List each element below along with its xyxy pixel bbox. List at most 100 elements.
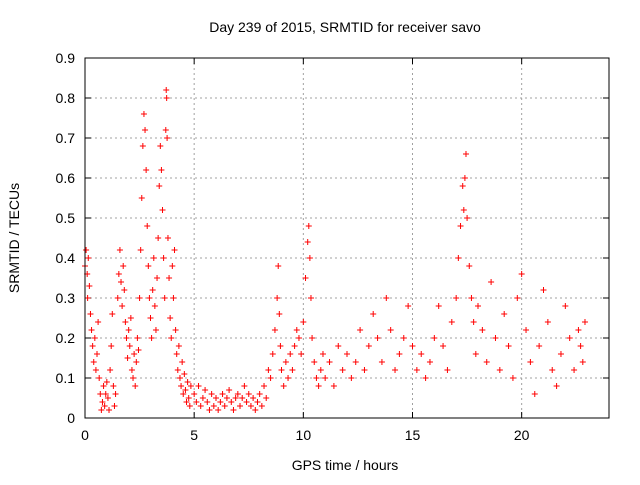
data-point: [479, 327, 486, 333]
data-point: [142, 127, 149, 133]
data-point: [319, 351, 326, 357]
data-point: [234, 391, 241, 397]
data-point: [335, 343, 342, 349]
grid: [85, 58, 609, 418]
data-point: [313, 375, 320, 381]
data-point: [94, 351, 101, 357]
data-point: [315, 383, 322, 389]
data-point: [509, 375, 516, 381]
data-point: [448, 319, 455, 325]
data-point: [130, 375, 137, 381]
data-point: [250, 395, 257, 401]
data-point: [280, 383, 287, 389]
y-tick-label: 0.1: [56, 370, 76, 386]
data-point: [330, 383, 337, 389]
data-point: [282, 359, 289, 365]
data-point: [114, 295, 121, 301]
data-point: [387, 327, 394, 333]
data-point: [289, 367, 296, 373]
data-point: [258, 403, 265, 409]
data-point: [86, 283, 93, 289]
data-point: [167, 315, 174, 321]
data-point: [155, 235, 162, 241]
data-point: [237, 403, 244, 409]
data-point: [213, 395, 219, 401]
data-point: [470, 319, 477, 325]
data-point: [173, 351, 180, 357]
data-point: [166, 275, 173, 281]
y-tick-label: 0.8: [56, 90, 76, 106]
data-point: [305, 223, 312, 229]
data-point: [217, 399, 224, 405]
data-points: [82, 87, 588, 413]
data-point: [361, 367, 368, 373]
data-point: [150, 255, 157, 261]
data-point: [126, 343, 133, 349]
data-point: [115, 271, 122, 277]
data-point: [178, 383, 185, 389]
data-point: [483, 359, 490, 365]
data-point: [426, 359, 433, 365]
data-point: [435, 303, 442, 309]
data-point: [102, 391, 109, 397]
data-point: [164, 135, 171, 141]
data-point: [339, 367, 346, 373]
data-point: [90, 359, 97, 365]
data-point: [208, 391, 215, 397]
data-point: [111, 403, 118, 409]
data-point: [275, 263, 282, 269]
data-point: [197, 403, 204, 409]
data-point: [422, 375, 429, 381]
data-point: [223, 395, 230, 401]
data-point: [100, 383, 107, 389]
data-point: [326, 359, 333, 365]
data-point: [204, 399, 211, 405]
y-tick-label: 0.5: [56, 210, 76, 226]
data-point: [107, 367, 114, 373]
data-point: [271, 327, 278, 333]
data-point: [239, 395, 246, 401]
data-point: [128, 367, 135, 373]
data-point: [119, 303, 126, 309]
data-point: [304, 239, 311, 245]
data-point: [157, 143, 164, 149]
data-point: [143, 167, 150, 173]
data-point: [557, 351, 564, 357]
data-point: [179, 359, 186, 365]
data-point: [245, 391, 252, 397]
data-point: [174, 367, 181, 373]
data-point: [501, 311, 508, 317]
data-point: [464, 215, 471, 221]
data-point: [418, 351, 425, 357]
data-point: [112, 391, 119, 397]
data-point: [383, 295, 390, 301]
data-point: [98, 407, 105, 413]
data-point: [577, 343, 584, 349]
data-point: [571, 367, 578, 373]
data-point: [182, 387, 189, 393]
data-point: [202, 387, 209, 393]
data-point: [475, 303, 481, 309]
data-point: [123, 335, 130, 341]
data-point: [298, 351, 305, 357]
data-point: [181, 371, 188, 377]
data-point: [352, 359, 359, 365]
data-point: [378, 359, 385, 365]
data-point: [230, 407, 237, 413]
data-point: [99, 399, 106, 405]
data-point: [291, 343, 298, 349]
data-point: [118, 279, 125, 285]
data-point: [226, 387, 233, 393]
data-point: [184, 379, 191, 385]
data-point: [162, 127, 169, 133]
x-tick-label: 10: [296, 427, 312, 443]
data-point: [293, 327, 300, 333]
data-point: [148, 335, 155, 341]
data-point: [466, 263, 473, 269]
data-point: [219, 391, 226, 397]
data-point: [247, 403, 254, 409]
data-point: [365, 343, 372, 349]
x-axis-label: GPS time / hours: [292, 457, 399, 473]
data-point: [307, 295, 314, 301]
